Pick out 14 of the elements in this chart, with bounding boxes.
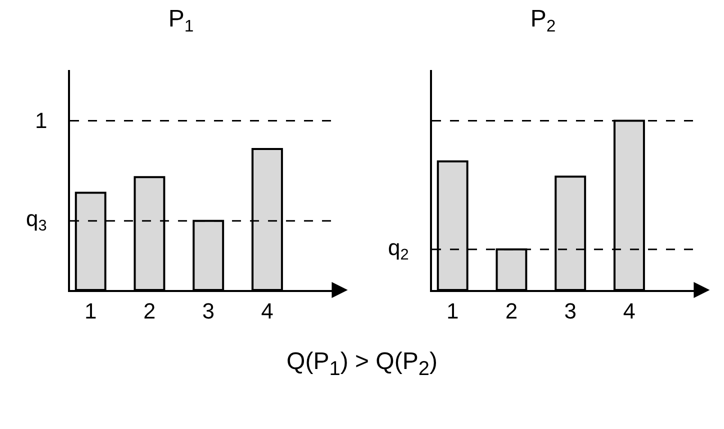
chart-title: P$_{1}$ — [168, 6, 194, 36]
chart-title: P$_{2}$ — [530, 6, 556, 36]
ref-line-label: 1 — [35, 108, 48, 133]
x-tick-label: 4 — [623, 298, 636, 324]
ref-line-label: q$_{3}$ — [26, 206, 47, 235]
x-tick-label: 2 — [505, 298, 518, 324]
x-tick-label: 1 — [84, 298, 97, 324]
x-tick-label: 2 — [143, 298, 156, 324]
x-tick-label: 3 — [202, 298, 214, 324]
text: Q(P$_{1}$) > Q(P$_{2}$) — [286, 348, 438, 381]
x-tick-label: 3 — [564, 298, 576, 324]
ref-line-label: q$_{2}$ — [388, 235, 409, 264]
x-tick-label: 4 — [261, 298, 274, 324]
x-tick-label: 1 — [446, 298, 459, 324]
